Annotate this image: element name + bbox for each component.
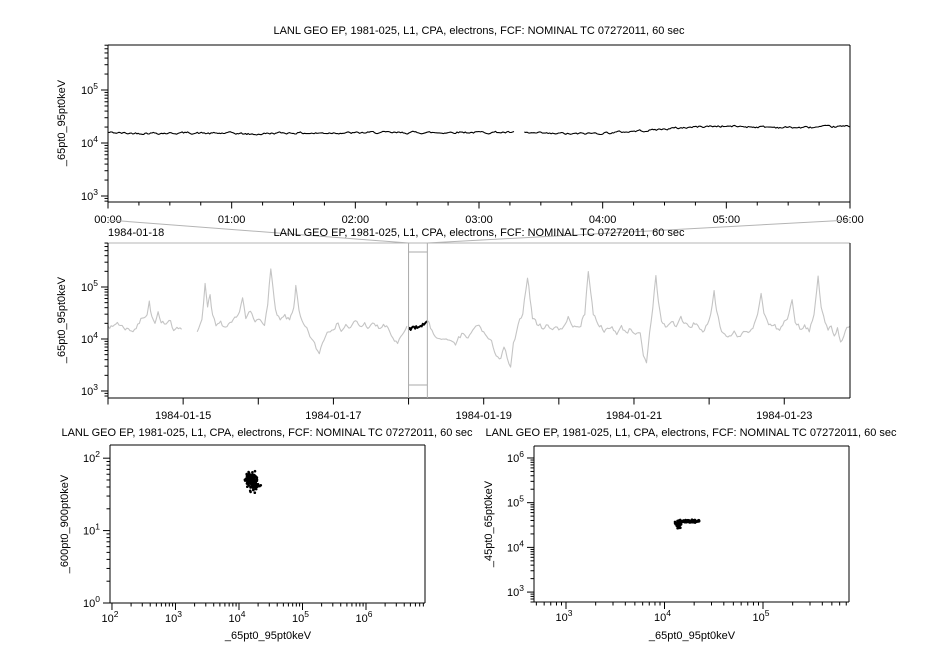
panel3-xlabel: _65pt0_95pt0keV (224, 630, 312, 642)
svg-text:05:00: 05:00 (713, 214, 741, 226)
panel2-ylabel: _65pt0_95pt0keV (56, 276, 68, 364)
svg-text:105: 105 (292, 609, 309, 625)
svg-text:03:00: 03:00 (465, 214, 493, 226)
svg-text:105: 105 (753, 608, 770, 624)
panel-scatter-45-65-vs-65-95: 103 104 105 106 103 104 105 (507, 445, 850, 624)
svg-text:102: 102 (101, 609, 118, 625)
svg-text:106: 106 (507, 449, 524, 465)
svg-text:105: 105 (81, 81, 98, 97)
svg-text:01:00: 01:00 (218, 214, 246, 226)
selection-box[interactable] (408, 243, 428, 398)
panel-scatter-600-900-vs-65-95: 100 101 102 102 103 104 105 106 (83, 444, 426, 625)
panel-scatter-600-900-vs-65-95-y-axis[interactable]: 100 101 102 (83, 449, 110, 610)
svg-text:103: 103 (81, 187, 98, 203)
panel-zoom-timeseries-y-axis[interactable]: 103 104 105 (81, 44, 108, 203)
svg-text:1984-01-19: 1984-01-19 (456, 410, 512, 422)
svg-text:105: 105 (81, 278, 98, 294)
svg-text:1984-01-21: 1984-01-21 (606, 410, 662, 422)
panel2-title: LANL GEO EP, 1981-025, L1, CPA, electron… (273, 227, 685, 239)
svg-text:102: 102 (83, 449, 100, 465)
panel-context-overview-y-axis[interactable]: 103 104 105 (81, 242, 108, 398)
svg-text:101: 101 (83, 522, 100, 538)
svg-text:106: 106 (356, 609, 373, 625)
svg-text:104: 104 (654, 608, 671, 624)
svg-text:104: 104 (507, 538, 524, 554)
zoom-connector-lines (107, 219, 851, 244)
svg-text:103: 103 (556, 608, 573, 624)
panel3-ylabel: _600pt0_900pt0keV (59, 474, 71, 574)
svg-text:04:00: 04:00 (589, 214, 617, 226)
svg-text:100: 100 (83, 594, 100, 610)
panel3-title: LANL GEO EP, 1981-025, L1, CPA, electron… (61, 427, 473, 439)
panel-zoom-timeseries-x-axis[interactable]: 00:00 01:00 02:00 03:00 04:00 05:00 06:00 (94, 202, 864, 226)
svg-text:104: 104 (228, 609, 245, 625)
svg-text:1984-01-17: 1984-01-17 (305, 410, 361, 422)
svg-text:103: 103 (507, 583, 524, 599)
panel4-title: LANL GEO EP, 1981-025, L1, CPA, electron… (485, 427, 897, 439)
svg-text:1984-01-15: 1984-01-15 (155, 410, 211, 422)
panel4-xlabel: _65pt0_95pt0keV (648, 630, 736, 642)
panel1-start-date-label: 1984-01-18 (108, 227, 165, 239)
svg-text:105: 105 (507, 494, 524, 510)
panel-scatter-600-900-vs-65-95-x-axis[interactable]: 102 103 104 105 106 (101, 603, 424, 625)
panel-zoom-timeseries-plot-area[interactable] (108, 45, 850, 202)
svg-text:02:00: 02:00 (342, 214, 370, 226)
panel1-ylabel: _65pt0_95pt0keV (56, 79, 68, 167)
panel1-title: LANL GEO EP, 1981-025, L1, CPA, electron… (273, 25, 685, 37)
panel-context-overview-plot-area[interactable] (108, 243, 850, 398)
panel-context-overview-x-axis[interactable]: 1984-01-15 1984-01-17 1984-01-19 1984-01-21… (107, 398, 812, 422)
svg-text:1984-01-23: 1984-01-23 (756, 410, 812, 422)
panel-scatter-45-65-vs-65-95-plot-area[interactable] (534, 446, 849, 602)
panel4-ylabel: _45pt0_65pt0keV (483, 480, 495, 568)
svg-text:103: 103 (81, 382, 98, 398)
svg-text:104: 104 (81, 134, 98, 150)
svg-text:103: 103 (165, 609, 182, 625)
panel-scatter-600-900-vs-65-95-plot-area[interactable] (110, 445, 425, 603)
panel-scatter-45-65-vs-65-95-y-axis[interactable]: 103 104 105 106 (507, 449, 534, 603)
svg-text:104: 104 (81, 330, 98, 346)
panel-scatter-45-65-vs-65-95-x-axis[interactable]: 103 104 105 (535, 602, 847, 624)
